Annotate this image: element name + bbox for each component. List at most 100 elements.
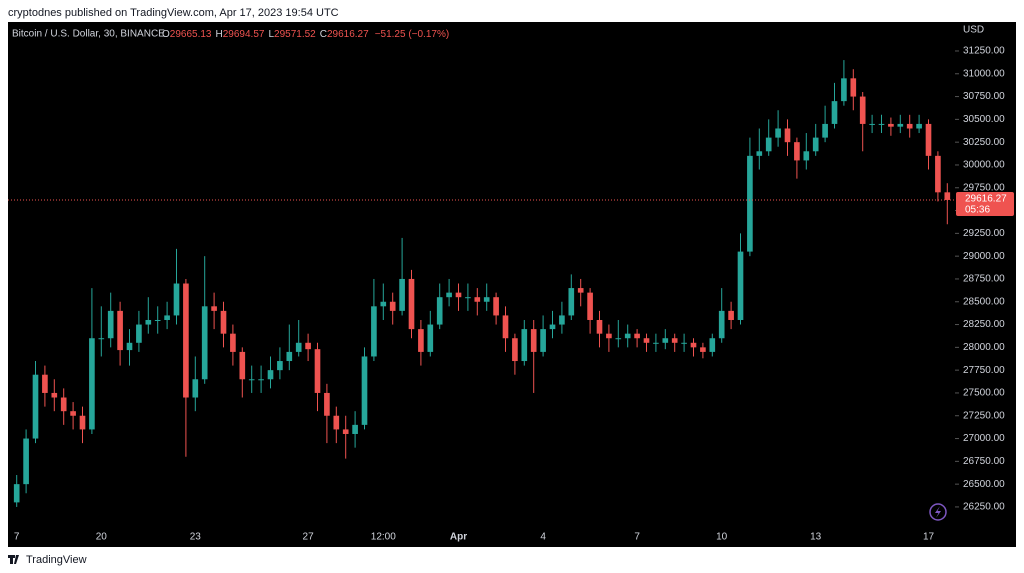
candle-body	[596, 319, 603, 334]
candle-body	[559, 315, 565, 325]
candle-body	[869, 123, 875, 125]
y-tick-label: 31250.00	[963, 46, 1005, 57]
ohlc-key: L	[268, 29, 274, 40]
candle-body	[220, 310, 227, 334]
candle-body	[624, 333, 631, 339]
candle-body	[399, 278, 405, 311]
y-tick-label: 27250.00	[963, 410, 1005, 421]
candle-body	[728, 310, 734, 320]
x-tick-label: 20	[96, 532, 108, 543]
candle-body	[784, 128, 791, 143]
candle-body	[681, 342, 687, 344]
candle-body	[258, 379, 264, 381]
candle-body	[201, 306, 208, 380]
x-tick-label: 7	[634, 532, 640, 543]
candle-body	[51, 392, 58, 398]
ohlc-line: O29665.13 H29694.57 L29571.52 C29616.27 −51.…	[162, 29, 449, 40]
candle-body	[126, 342, 133, 351]
candle-body	[324, 392, 330, 416]
candle-body	[540, 329, 546, 352]
candle-body	[465, 297, 471, 299]
candle-body	[474, 297, 481, 302]
candle-body	[662, 338, 669, 343]
publisher-line: cryptodnes published on TradingView.com,…	[8, 7, 339, 19]
candle-body	[436, 297, 443, 325]
candle-body	[286, 351, 293, 362]
candle-body	[577, 288, 584, 293]
candle-body	[812, 137, 819, 152]
x-tick-label: 7	[14, 532, 20, 543]
y-tick-label: 28750.00	[963, 274, 1005, 285]
candle-body	[690, 342, 697, 348]
candle-body	[916, 123, 922, 129]
footer-logo	[8, 555, 19, 564]
candle-body	[314, 349, 321, 393]
x-tick-label: 17	[923, 532, 935, 543]
candle-body	[154, 319, 161, 321]
candle-body	[389, 301, 396, 311]
candle-body	[342, 429, 349, 434]
candle-body	[737, 251, 744, 320]
candle-body	[765, 137, 772, 152]
candle-body	[183, 283, 189, 398]
candle-body	[145, 319, 152, 325]
candle-body	[380, 301, 387, 307]
y-tick-label: 30500.00	[963, 114, 1005, 125]
currency: USD	[963, 25, 984, 36]
candle-body	[23, 438, 29, 485]
y-tick-label: 26750.00	[963, 456, 1005, 467]
y-tick-label: 29250.00	[963, 228, 1005, 239]
candle-body	[305, 342, 311, 350]
x-tick-label: 10	[716, 532, 728, 543]
candle-body	[822, 123, 828, 138]
candle-body	[615, 338, 622, 340]
ohlc-value: 29616.27	[327, 29, 369, 40]
candle-body	[60, 397, 67, 412]
y-tick-label: 28500.00	[963, 296, 1005, 307]
candle-body	[333, 415, 340, 430]
candle-body	[295, 342, 302, 352]
ohlc-value: 29694.57	[223, 29, 265, 40]
candle-body	[79, 415, 86, 430]
x-tick-label: Apr	[450, 532, 467, 543]
candle-body	[512, 338, 518, 362]
candle-body	[775, 128, 781, 138]
y-tick-label: 27000.00	[963, 433, 1005, 444]
candle-body	[897, 123, 904, 127]
candle-body	[634, 333, 640, 339]
candle-body	[859, 96, 866, 124]
candle-body	[136, 324, 142, 343]
candle-body	[352, 424, 358, 434]
y-tick-label: 31000.00	[963, 68, 1005, 79]
y-tick-label: 26500.00	[963, 479, 1005, 490]
candle-body	[13, 484, 20, 503]
candle-body	[653, 342, 659, 344]
candle-body	[98, 338, 105, 340]
y-tick-label: 30250.00	[963, 137, 1005, 148]
candle-body	[418, 329, 424, 352]
symbol-title: Bitcoin / U.S. Dollar, 30, BINANCE	[12, 29, 165, 40]
candle-body	[756, 151, 763, 156]
candle-body	[709, 338, 716, 352]
candle-body	[32, 374, 39, 439]
ohlc-key: O	[162, 29, 170, 40]
last-price-label: 29616.27	[965, 194, 1007, 205]
y-tick-label: 27500.00	[963, 388, 1005, 399]
candle-body	[530, 329, 537, 352]
x-tick-label: 27	[303, 532, 315, 543]
candle-body	[671, 338, 678, 343]
ohlc-value: 29665.13	[170, 29, 212, 40]
candle-body	[117, 310, 123, 351]
candle-body	[935, 155, 941, 193]
candle-body	[906, 123, 913, 129]
candle-body	[944, 192, 951, 200]
candle-body	[925, 123, 932, 156]
candle-body	[89, 338, 95, 430]
x-tick-label: 23	[190, 532, 202, 543]
candle-body	[606, 333, 612, 339]
candle-body	[446, 292, 452, 298]
candle-body	[361, 356, 368, 425]
candle-body	[700, 347, 706, 352]
candle-body	[408, 278, 415, 330]
candle-body	[841, 78, 847, 102]
